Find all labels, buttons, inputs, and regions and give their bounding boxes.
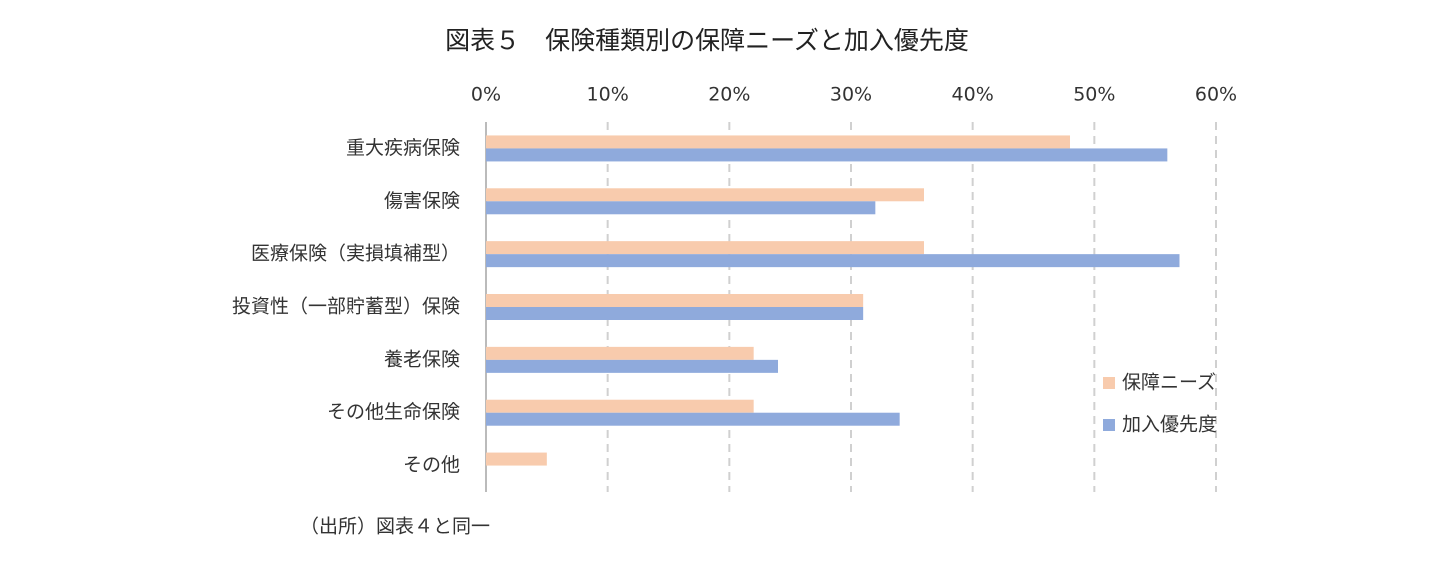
bar — [486, 188, 924, 202]
x-tick-label: 0% — [471, 84, 501, 106]
x-tick-label: 30% — [830, 84, 872, 106]
bar — [486, 346, 754, 360]
legend-swatch — [1103, 419, 1115, 431]
x-tick-label: 50% — [1073, 84, 1115, 106]
x-tick-label: 20% — [708, 84, 750, 106]
bar — [486, 135, 1070, 149]
y-tick-label: 医療保険（実損填補型） — [251, 243, 460, 265]
bar — [486, 307, 864, 320]
bar — [486, 359, 778, 373]
y-tick-label: 傷害保険 — [384, 190, 460, 212]
bar — [486, 452, 547, 466]
source-note: （出所）図表４と同一 — [300, 516, 490, 538]
bar — [486, 412, 900, 426]
y-tick-label: その他 — [403, 454, 460, 476]
legend-label: 保障ニーズ — [1122, 372, 1216, 394]
legend-label: 加入優先度 — [1122, 414, 1217, 436]
bar — [486, 399, 754, 413]
bar — [486, 148, 1168, 162]
y-tick-label: その他生命保険 — [327, 401, 460, 423]
legend-swatch — [1103, 377, 1115, 389]
x-tick-label: 10% — [587, 84, 629, 106]
y-tick-label: 投資性（一部貯蓄型）保険 — [232, 296, 460, 318]
bar — [486, 254, 1180, 268]
bar — [486, 201, 876, 215]
y-tick-label: 養老保険 — [384, 348, 460, 370]
bar — [486, 241, 924, 255]
y-tick-label: 重大疾病保険 — [346, 137, 460, 159]
chart-title: 図表５ 保険種類別の保障ニーズと加入優先度 — [445, 26, 969, 55]
x-tick-label: 60% — [1195, 84, 1237, 106]
x-tick-label: 40% — [952, 84, 994, 106]
bar — [486, 294, 864, 307]
